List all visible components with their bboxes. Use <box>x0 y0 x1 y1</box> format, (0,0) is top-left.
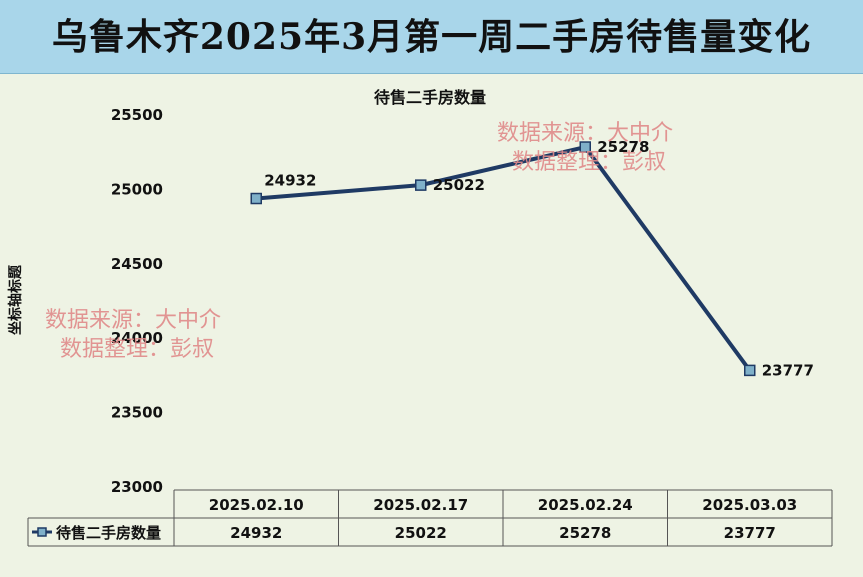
y-tick-label: 23500 <box>111 404 163 422</box>
watermark-author-1: 数据整理：彭叔 <box>512 150 666 175</box>
y-axis-ticks: 23000 23500 24000 24500 25000 25500 <box>111 106 163 496</box>
chart-title: 待售二手房数量 <box>374 88 486 107</box>
data-table: 2025.02.10 2025.02.17 2025.02.24 2025.03.03… <box>27 489 833 547</box>
data-point <box>250 192 262 205</box>
table-value-cell: 24932 <box>230 524 282 542</box>
watermark-author-2: 数据整理：彭叔 <box>60 337 214 362</box>
table-value-cell: 25022 <box>395 524 447 542</box>
legend-marker <box>37 527 47 537</box>
data-point <box>415 179 427 191</box>
series-group: 24932 25022 25278 23777 <box>250 138 814 379</box>
watermark-source-1: 数据来源：大中介 <box>497 121 673 146</box>
watermarks: 数据来源：大中介 数据整理：彭叔 数据来源：大中介 数据整理：彭叔 <box>45 121 673 362</box>
data-point <box>579 141 591 153</box>
y-tick-label: 25500 <box>111 106 163 124</box>
watermark-source-2: 数据来源：大中介 <box>45 308 221 333</box>
y-tick-label: 24500 <box>111 255 163 273</box>
banner-title: 乌鲁木齐2025年3月第一周二手房待售量变化 <box>51 16 812 58</box>
data-label: 25278 <box>597 138 649 156</box>
legend-series-name: 待售二手房数量 <box>56 524 161 542</box>
x-category-label: 2025.02.17 <box>373 496 468 514</box>
table-value-cell: 23777 <box>724 524 776 542</box>
y-tick-label: 23000 <box>111 478 163 496</box>
x-category-label: 2025.03.03 <box>702 496 797 514</box>
series-line <box>256 145 752 372</box>
y-axis-title: 坐标轴标题 <box>7 264 24 335</box>
y-tick-label: 25000 <box>111 180 163 198</box>
table-value-cell: 25278 <box>559 524 611 542</box>
y-tick-label: 24000 <box>111 329 163 347</box>
data-label: 25022 <box>433 176 485 194</box>
data-point <box>744 364 756 377</box>
data-label: 24932 <box>264 172 316 190</box>
title-banner: 乌鲁木齐2025年3月第一周二手房待售量变化 <box>0 0 863 74</box>
x-category-label: 2025.02.24 <box>538 496 633 514</box>
data-label: 23777 <box>762 361 814 379</box>
x-category-label: 2025.02.10 <box>209 496 304 514</box>
